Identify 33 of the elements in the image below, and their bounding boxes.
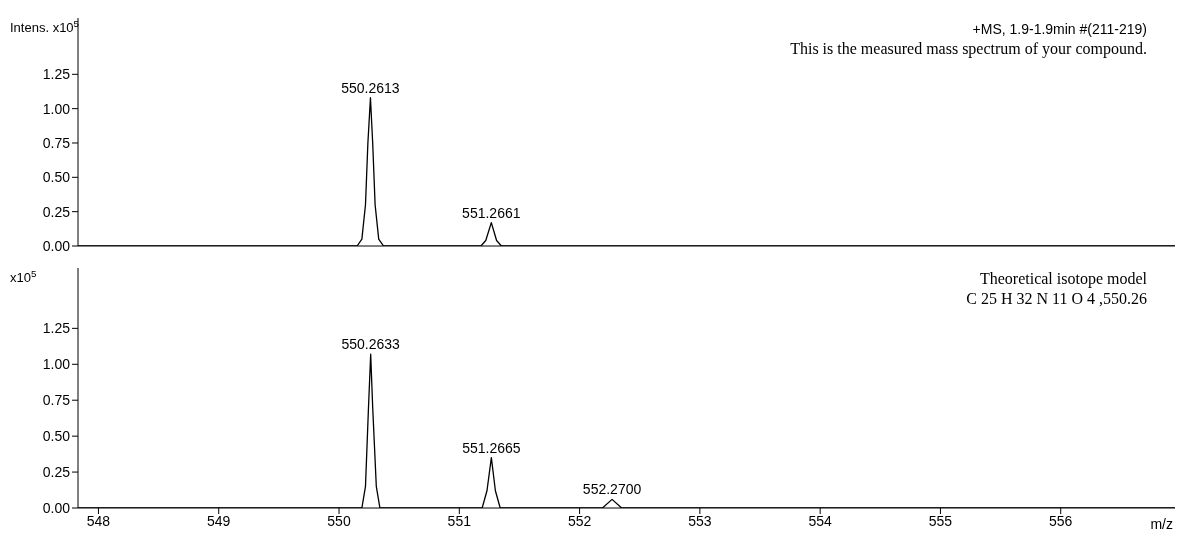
y-tick-label: 0.25 (42, 203, 71, 220)
annotation: 551.2661 (462, 204, 521, 221)
x-tick-label: 552 (567, 512, 592, 529)
y-tick-label: 0.50 (42, 169, 71, 186)
x-tick-label: 551 (447, 512, 472, 529)
x-tick-label: 550 (327, 512, 351, 529)
annotation: 550.2613 (341, 79, 400, 96)
y-tick-label: 0.25 (42, 464, 71, 481)
y-tick-label: 1.25 (42, 320, 71, 337)
annotation: 550.2633 (341, 336, 401, 353)
y-axis-title: x10$^{5}$ (10, 267, 37, 285)
y-tick-label: 1.00 (42, 356, 71, 373)
y-tick-label: 1.00 (42, 100, 71, 117)
y-tick-label: 0.75 (42, 392, 71, 409)
x-tick-label: 555 (928, 512, 953, 529)
annotation: Theoretical isotope model (978, 269, 1147, 289)
annotation: This is the measured mass spectrum of your compound. (790, 40, 1147, 57)
y-tick-label: 0.00 (42, 499, 71, 516)
annotation: C 25 H 32 N 11 O 4 ,550.26 (966, 290, 1147, 307)
annotation: 551.2665 (462, 439, 521, 456)
y-axis-title: Intens. x10$^{5}$ (10, 17, 80, 35)
x-tick-label: 548 (86, 512, 111, 529)
y-tick-label: 0.00 (42, 237, 71, 254)
y-tick-label: 0.50 (42, 428, 71, 445)
x-tick-label: 554 (808, 512, 833, 529)
y-tick-label: 0.75 (42, 134, 71, 151)
y-tick-label: 1.25 (42, 66, 71, 83)
x-tick-label: 553 (688, 512, 712, 529)
x-tick-label: 549 (207, 512, 231, 529)
x-axis-title: m/z (1150, 516, 1173, 532)
annotation: 552.2700 (582, 481, 642, 498)
x-tick-label: 556 (1049, 512, 1073, 529)
annotation: +MS, 1.9-1.9min #(211-219) (971, 20, 1147, 39)
